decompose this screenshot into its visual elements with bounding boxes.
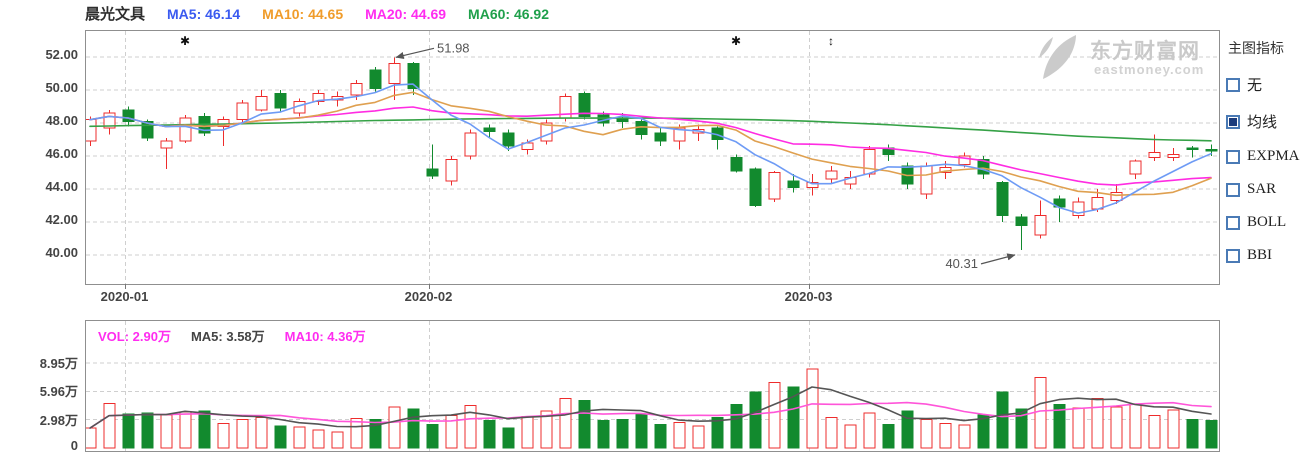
option-label: BBI (1247, 247, 1273, 263)
checkbox[interactable] (1226, 248, 1240, 263)
x-axis-tick (428, 284, 430, 289)
volume-y-axis-label: 8.95万 (39, 356, 78, 371)
event-marker-icon[interactable]: ✱ (180, 34, 190, 48)
volume-legend-item: VOL: 2.90万 (98, 329, 171, 344)
indicator-sidebar: 主图指标 无均线 EXPMA SAR BOLL BBI (1226, 30, 1310, 280)
ma-line (89, 401, 1212, 429)
volume-y-axis-label: 0 (70, 438, 78, 453)
checkbox-checked[interactable] (1226, 114, 1240, 129)
ma-legend-item: MA20: 44.69 (365, 6, 447, 22)
option-label: BOLL (1247, 214, 1287, 230)
volume-chart-canvas[interactable] (85, 320, 1220, 452)
price-annotation: 51.98 (437, 40, 470, 55)
volume-legend-item: MA10: 4.36万 (284, 329, 366, 344)
x-axis-tick (124, 284, 126, 289)
option-label: 无 (1247, 78, 1263, 94)
y-axis-label: 44.00 (45, 179, 78, 194)
x-axis-label: 2020-01 (100, 289, 149, 304)
sidebar-option[interactable]: EXPMA (1226, 148, 1310, 165)
ma-legend-item: MA60: 46.92 (468, 6, 549, 22)
main-chart-canvas[interactable]: ✱ ✱ ↕ 51.98 40.31 (85, 30, 1220, 285)
volume-y-axis-label: 5.96万 (39, 384, 78, 400)
event-marker-icon[interactable]: ✱ (731, 34, 741, 48)
y-axis-label: 40.00 (45, 245, 78, 260)
sidebar-option[interactable]: SAR (1226, 181, 1310, 198)
option-label: SAR (1247, 181, 1277, 197)
x-axis-tick (808, 284, 810, 289)
ma-line (89, 386, 1212, 429)
option-label: 均线 (1247, 115, 1278, 131)
volume-bars-group (86, 368, 1218, 449)
watermark: 东方财富网 eastmoney.com (1036, 34, 1226, 88)
y-axis-label: 46.00 (45, 146, 78, 161)
ma-legend-item: MA5: 46.14 (167, 6, 241, 22)
volume-legend: VOL: 2.90万 MA5: 3.58万 MA10: 4.36万 (98, 326, 366, 345)
sidebar-option[interactable]: BOLL (1226, 214, 1310, 231)
indicator-options: 无均线 EXPMA SAR BOLL BBI (1226, 74, 1310, 264)
sidebar-option[interactable]: 无 (1226, 74, 1310, 95)
sidebar-option[interactable]: BBI (1226, 247, 1310, 264)
y-axis-label: 50.00 (45, 80, 78, 95)
chart-header: 晨光文具 MA5: 46.14 MA10: 44.65 MA20: 44.69 MA6… (85, 3, 549, 24)
ma-legend-item: MA10: 44.65 (262, 6, 344, 22)
sidebar-title: 主图指标 (1228, 42, 1284, 57)
x-axis-label: 2020-03 (784, 289, 833, 304)
volume-legend-item: MA5: 3.58万 (190, 329, 265, 344)
volume-y-axis-label: 2.98万 (39, 412, 78, 428)
ma-line (89, 91, 1212, 197)
eastmoney-logo-icon (1039, 35, 1076, 79)
ma-line (89, 83, 1212, 214)
option-label: EXPMA (1247, 148, 1300, 164)
checkbox[interactable] (1226, 182, 1240, 197)
x-axis-label: 2020-02 (404, 289, 453, 304)
checkbox[interactable] (1226, 215, 1240, 230)
checkbox[interactable] (1226, 149, 1240, 164)
event-marker-icon[interactable]: ↕ (828, 34, 834, 48)
price-annotation: 40.31 (945, 256, 978, 271)
y-axis-label: 48.00 (45, 113, 78, 128)
sidebar-option[interactable]: 均线 (1226, 111, 1310, 132)
checkbox[interactable] (1226, 77, 1240, 92)
y-axis-label: 42.00 (45, 212, 78, 227)
y-axis-label: 52.00 (45, 47, 78, 62)
watermark-site-name: 东方财富网 (1090, 40, 1200, 63)
ma-line (89, 117, 1212, 142)
stock-title: 晨光文具 (85, 6, 146, 23)
watermark-domain: eastmoney.com (1094, 62, 1205, 77)
